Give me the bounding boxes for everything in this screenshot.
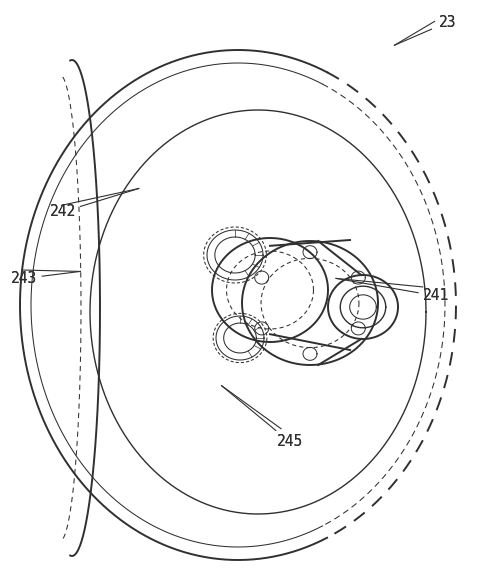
- Text: 245: 245: [277, 434, 303, 450]
- Text: 245: 245: [277, 434, 303, 450]
- Text: 241: 241: [423, 288, 449, 303]
- Text: 23: 23: [439, 14, 457, 30]
- Text: 242: 242: [50, 204, 76, 219]
- Text: 242: 242: [50, 204, 76, 219]
- Text: 241: 241: [423, 288, 449, 303]
- Text: 23: 23: [439, 14, 457, 30]
- Text: 243: 243: [11, 271, 37, 286]
- Text: 243: 243: [11, 271, 37, 286]
